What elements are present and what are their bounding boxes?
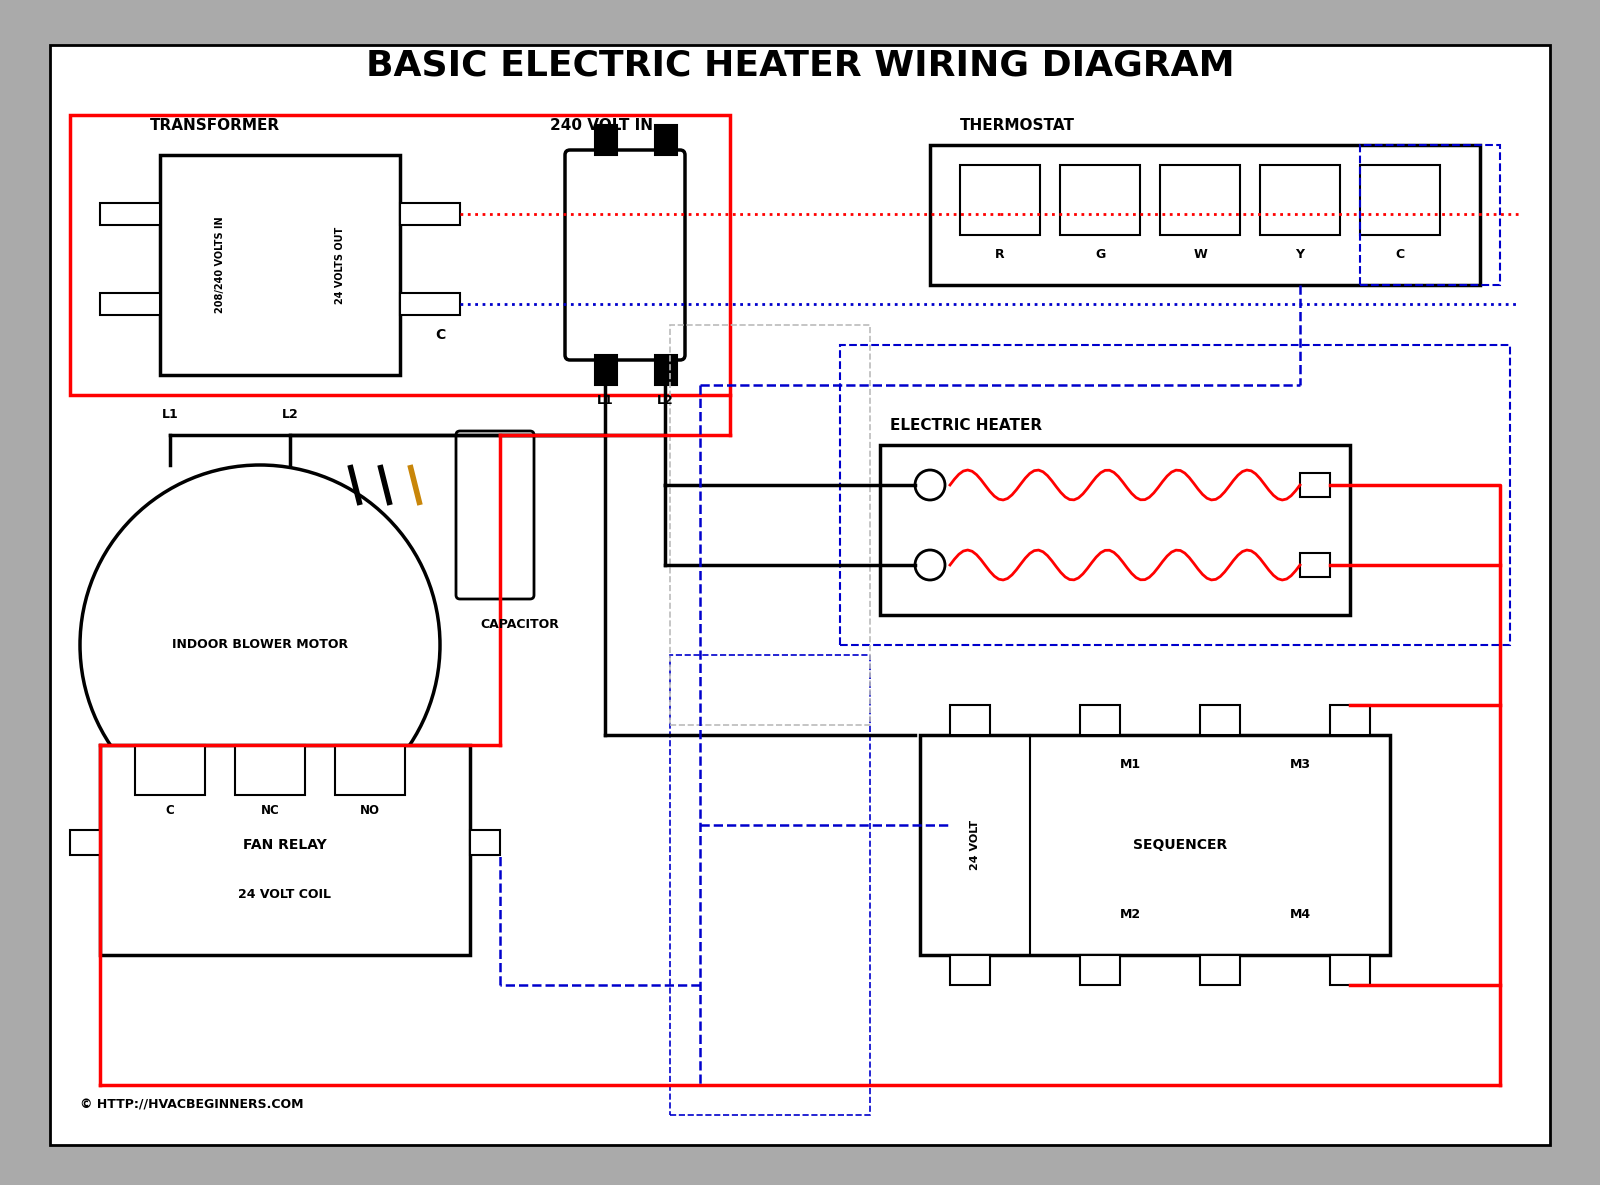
Bar (920, 735, 1390, 955)
Bar (950, 955, 990, 985)
Text: © HTTP://HVACBEGINNERS.COM: © HTTP://HVACBEGINNERS.COM (80, 1098, 304, 1112)
FancyBboxPatch shape (565, 150, 685, 360)
Text: Y: Y (1296, 249, 1304, 262)
Text: NO: NO (360, 803, 381, 816)
Text: R: R (995, 249, 1005, 262)
Bar (1299, 553, 1330, 577)
Text: M4: M4 (1290, 909, 1310, 922)
Text: 24 VOLT COIL: 24 VOLT COIL (238, 889, 331, 902)
Bar (670, 325, 870, 725)
Text: M2: M2 (1120, 909, 1141, 922)
Text: FAN RELAY: FAN RELAY (243, 838, 326, 852)
Bar (654, 124, 677, 155)
Text: L2: L2 (656, 393, 674, 406)
Bar (1059, 165, 1139, 235)
Bar (1200, 955, 1240, 985)
Text: G: G (1094, 249, 1106, 262)
Text: W: W (1194, 249, 1206, 262)
Bar (880, 446, 1350, 615)
Text: 240 VOLT IN: 240 VOLT IN (550, 117, 653, 133)
Bar (960, 165, 1040, 235)
Bar (134, 745, 205, 795)
Text: M3: M3 (1290, 758, 1310, 771)
Bar (70, 830, 99, 856)
Text: INDOOR BLOWER MOTOR: INDOOR BLOWER MOTOR (171, 639, 349, 652)
Bar (840, 345, 1510, 645)
Bar (470, 830, 499, 856)
Text: 208/240 VOLTS IN: 208/240 VOLTS IN (214, 217, 226, 313)
Bar (1330, 955, 1370, 985)
Text: ELECTRIC HEATER: ELECTRIC HEATER (890, 417, 1042, 433)
Text: BASIC ELECTRIC HEATER WIRING DIAGRAM: BASIC ELECTRIC HEATER WIRING DIAGRAM (366, 49, 1234, 82)
Bar (160, 155, 400, 374)
Bar (1360, 165, 1440, 235)
Text: 24 VOLTS OUT: 24 VOLTS OUT (334, 226, 346, 303)
Bar (1080, 955, 1120, 985)
Bar (334, 745, 405, 795)
Bar (1360, 145, 1501, 286)
Bar (400, 203, 461, 225)
Text: L1: L1 (597, 393, 613, 406)
Bar (1330, 705, 1370, 735)
Text: 24 VOLT: 24 VOLT (970, 820, 979, 870)
Bar (400, 293, 461, 315)
Text: THERMOSTAT: THERMOSTAT (960, 117, 1075, 133)
Bar (595, 356, 618, 385)
Circle shape (80, 465, 440, 825)
Text: L2: L2 (282, 409, 298, 422)
Text: NC: NC (261, 803, 280, 816)
Bar (670, 655, 870, 1115)
Bar (99, 203, 160, 225)
Bar (1299, 473, 1330, 497)
Text: M1: M1 (1120, 758, 1141, 771)
Bar (1080, 705, 1120, 735)
Bar (99, 293, 160, 315)
Circle shape (915, 470, 946, 500)
Bar (70, 115, 730, 395)
Bar (950, 705, 990, 735)
FancyBboxPatch shape (456, 431, 534, 598)
Text: TRANSFORMER: TRANSFORMER (150, 117, 280, 133)
Bar (654, 356, 677, 385)
Bar (1200, 705, 1240, 735)
Text: C: C (435, 328, 445, 342)
Circle shape (915, 550, 946, 579)
Text: C: C (1395, 249, 1405, 262)
Bar (595, 124, 618, 155)
Text: C: C (166, 803, 174, 816)
Text: CAPACITOR: CAPACITOR (480, 619, 560, 632)
Text: L1: L1 (162, 409, 178, 422)
Bar (99, 745, 470, 955)
Bar (1261, 165, 1341, 235)
Bar (930, 145, 1480, 286)
Text: SEQUENCER: SEQUENCER (1133, 838, 1227, 852)
Bar (1160, 165, 1240, 235)
Bar (235, 745, 306, 795)
